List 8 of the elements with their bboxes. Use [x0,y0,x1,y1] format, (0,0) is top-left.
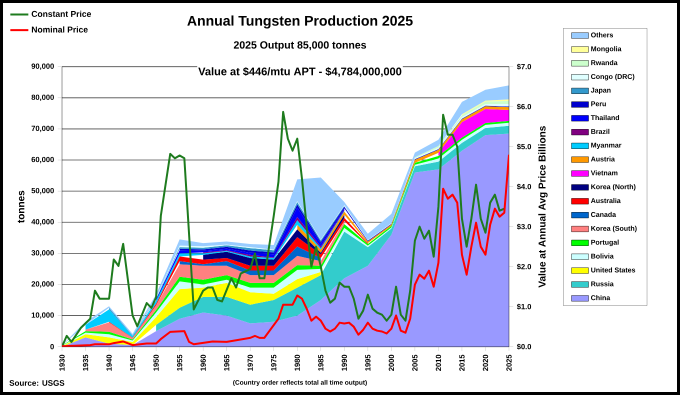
y-axis-title: tonnes [18,190,24,223]
annotation: Value at $446/mtu APT - $4,784,000,000 [198,67,402,77]
y2-axis-title: Value at Annual Avg Price Billions [538,126,548,288]
chart-subtitle: 2025 Output 85,000 tonnes [234,41,366,51]
legend-label: Nominal Price [32,26,88,33]
chart-title: Annual Tungsten Production 2025 [187,15,413,29]
source-note: Source: USGS [9,380,64,386]
legend-label: Constant Price [32,10,92,17]
